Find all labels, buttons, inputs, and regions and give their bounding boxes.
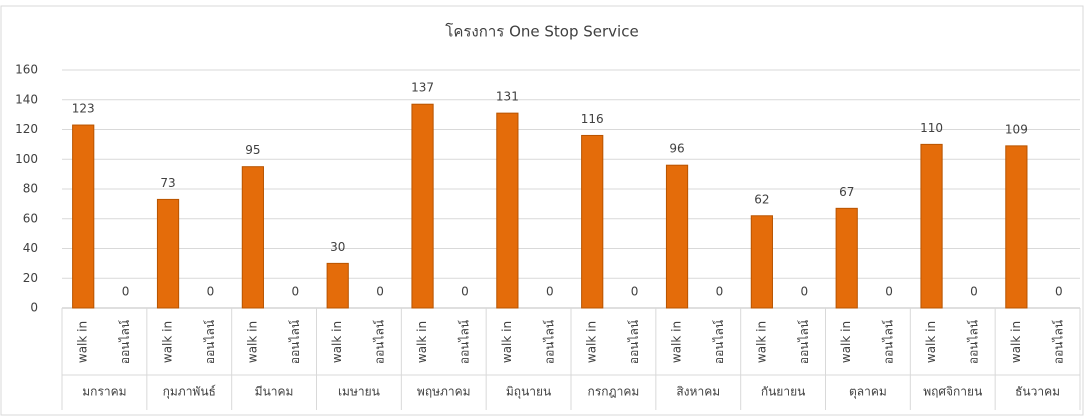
x-tick-label: walk in <box>924 321 938 363</box>
bar <box>411 103 434 309</box>
data-label: 109 <box>1005 122 1028 136</box>
data-label: 0 <box>291 285 299 299</box>
x-tick-label: walk in <box>76 321 90 363</box>
data-label: 0 <box>970 285 978 299</box>
data-label: 0 <box>716 285 724 299</box>
data-label: 0 <box>207 285 215 299</box>
data-label: 0 <box>122 285 130 299</box>
y-tick-label: 100 <box>15 152 38 166</box>
x-tick-label: ออนไลน์ <box>288 320 302 364</box>
group-label: มีนาคม <box>255 385 294 399</box>
group-label: สิงหาคม <box>676 385 720 399</box>
y-tick-label: 0 <box>30 301 38 315</box>
data-label: 73 <box>160 176 175 190</box>
group-label: พฤษภาคม <box>417 385 471 399</box>
data-label: 0 <box>461 285 469 299</box>
x-tick-label: ออนไลน์ <box>627 320 641 364</box>
bar <box>1005 145 1028 309</box>
x-tick-label: ออนไลน์ <box>373 320 387 364</box>
group-label: กรกฎาคม <box>588 385 640 399</box>
group-label: เมษายน <box>338 385 380 399</box>
x-tick-label: ออนไลน์ <box>542 320 556 364</box>
y-tick-label: 80 <box>23 182 38 196</box>
group-label: มิถุนายน <box>506 385 551 400</box>
data-label: 96 <box>669 142 684 156</box>
bar <box>326 262 349 309</box>
bar <box>156 198 180 309</box>
bar <box>750 215 773 309</box>
x-tick-label: ออนไลน์ <box>457 320 471 364</box>
bar <box>581 134 604 309</box>
data-label: 110 <box>920 121 943 135</box>
x-tick-label: ออนไลน์ <box>797 320 811 364</box>
x-tick-label: walk in <box>1009 321 1023 363</box>
bar <box>241 166 264 309</box>
bar <box>920 143 943 309</box>
data-label: 0 <box>376 285 384 299</box>
x-tick-label: ออนไลน์ <box>966 320 980 364</box>
x-tick-label: walk in <box>754 321 768 363</box>
data-label: 0 <box>800 285 808 299</box>
y-tick-label: 120 <box>15 122 38 136</box>
x-tick-label: ออนไลน์ <box>118 320 132 364</box>
x-tick-label: walk in <box>245 321 259 363</box>
x-tick-label: walk in <box>330 321 344 363</box>
group-label: กันยายน <box>761 385 805 399</box>
chart-border <box>0 5 1084 416</box>
data-label: 0 <box>1055 285 1063 299</box>
x-tick-label: walk in <box>839 321 853 363</box>
y-tick-label: 20 <box>23 271 38 285</box>
x-tick-label: ออนไลน์ <box>882 320 896 364</box>
group-label: มกราคม <box>82 385 126 399</box>
data-label: 123 <box>72 102 95 116</box>
y-tick-label: 160 <box>15 63 38 77</box>
data-label: 116 <box>581 112 604 126</box>
group-label: ตุลาคม <box>849 385 887 400</box>
y-tick-label: 140 <box>15 92 38 106</box>
group-label: พฤศจิกายน <box>923 385 982 399</box>
group-label: กุมภาพันธ์ <box>163 385 216 400</box>
bar <box>665 164 689 309</box>
chart-title: โครงการ One Stop Service <box>445 23 638 41</box>
data-label: 30 <box>330 240 345 254</box>
data-label: 131 <box>496 90 519 104</box>
bar <box>835 207 858 309</box>
x-tick-label: ออนไลน์ <box>712 320 726 364</box>
x-tick-label: walk in <box>161 321 175 363</box>
data-label: 137 <box>411 81 434 95</box>
data-label: 0 <box>546 285 554 299</box>
bar <box>496 112 519 309</box>
data-label: 0 <box>631 285 639 299</box>
x-tick-label: walk in <box>500 321 514 363</box>
x-tick-label: ออนไลน์ <box>203 320 217 364</box>
bar <box>72 124 95 309</box>
data-label: 0 <box>885 285 893 299</box>
x-tick-label: walk in <box>585 321 599 363</box>
data-label: 95 <box>245 143 260 157</box>
y-tick-label: 60 <box>23 211 38 225</box>
x-tick-label: ออนไลน์ <box>1051 320 1065 364</box>
group-label: ธันวาคม <box>1015 385 1060 399</box>
x-tick-label: walk in <box>415 321 429 363</box>
x-tick-label: walk in <box>670 321 684 363</box>
data-label: 67 <box>839 185 854 199</box>
y-tick-label: 40 <box>23 241 38 255</box>
data-label: 62 <box>754 192 769 206</box>
